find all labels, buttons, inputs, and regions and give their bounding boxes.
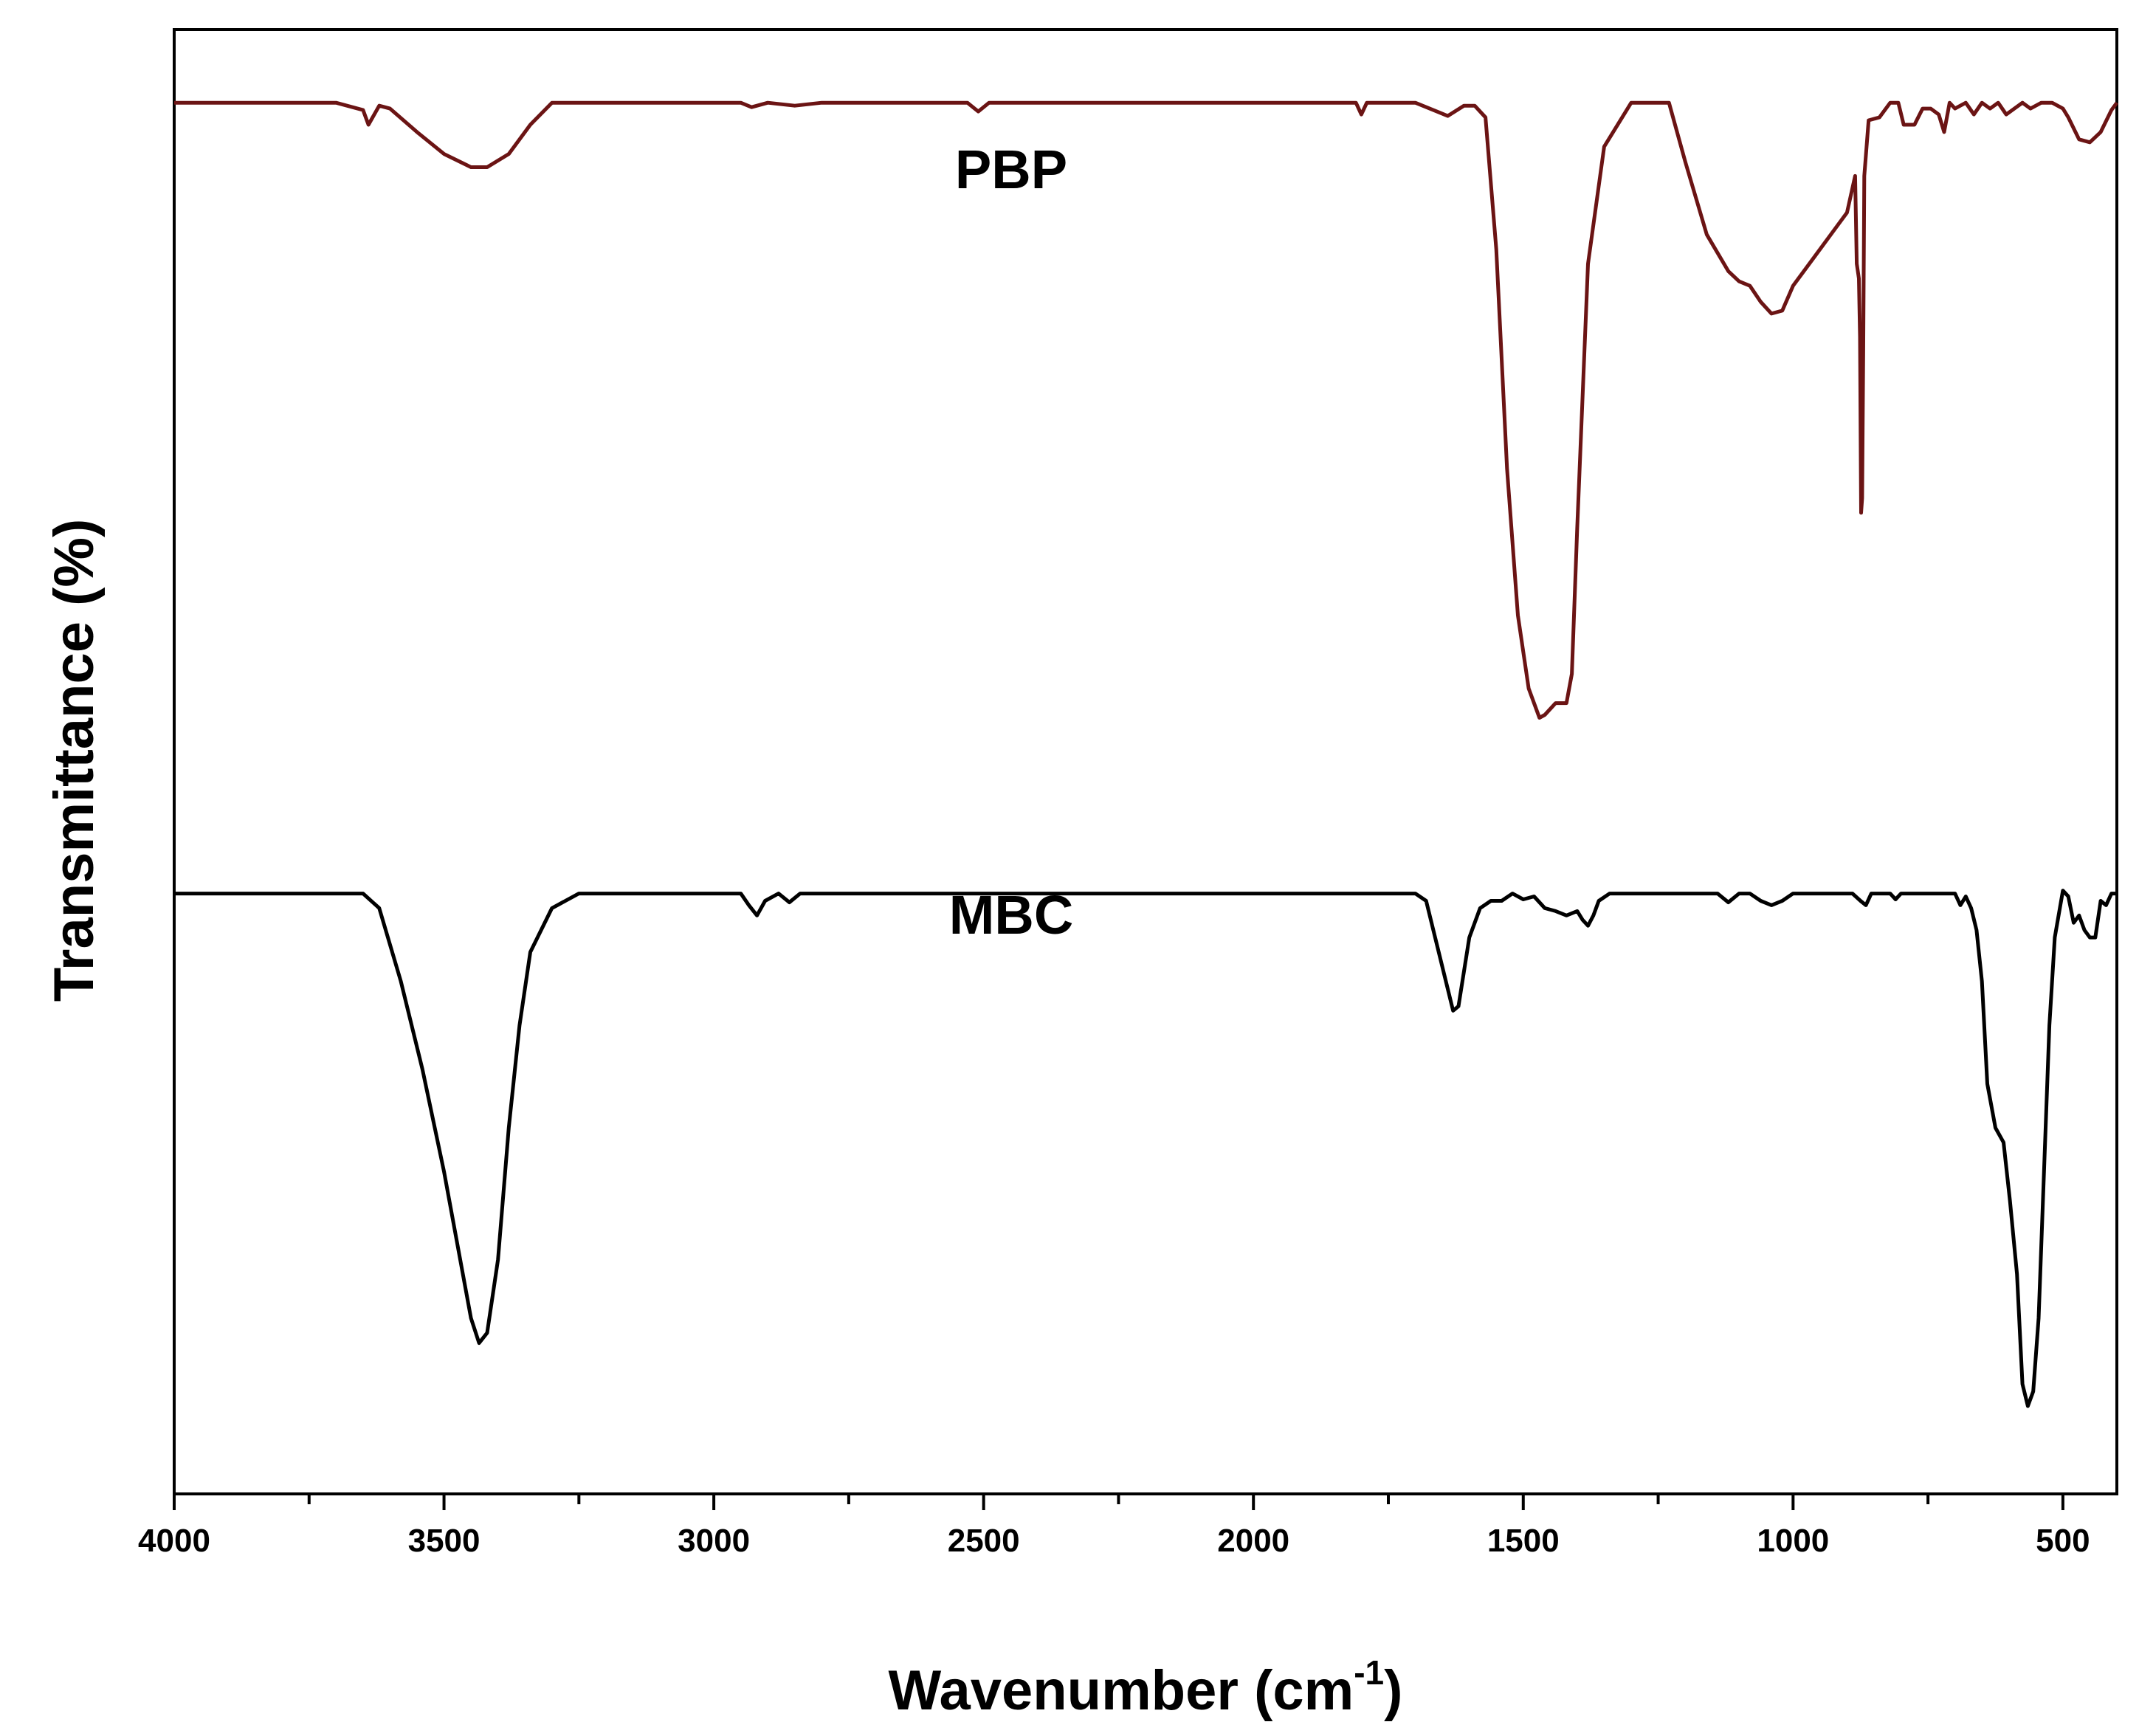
x-axis-tick-labels: 4000 3500 3000 2500 2000 1500 1000 500 [138, 1523, 2090, 1559]
x-axis-ticks [173, 1494, 2064, 1510]
series-line-mbc [174, 889, 2117, 1408]
y-axis-title: Transmittance (%) [43, 519, 106, 1002]
series-label-pbp: PBP [955, 139, 1067, 200]
x-tick-label-2000: 2000 [1217, 1523, 1289, 1559]
x-axis-title-sup: -1 [1354, 1653, 1384, 1692]
x-tick-label-3000: 3000 [678, 1523, 750, 1559]
x-tick-label-1000: 1000 [1757, 1523, 1829, 1559]
x-axis-title-main: Wavenumber (cm [889, 1659, 1354, 1722]
plot-frame [173, 28, 2118, 1495]
x-tick-label-1500: 1500 [1487, 1523, 1560, 1559]
series-label-mbc: MBC [949, 884, 1074, 946]
series-line-pbp [174, 100, 2119, 720]
x-tick-label-4000: 4000 [138, 1523, 210, 1559]
x-axis-title-close: ) [1384, 1659, 1402, 1722]
x-tick-label-500: 500 [2036, 1523, 2090, 1559]
series-lines [174, 100, 2119, 1408]
x-axis-title: Wavenumber (cm-1) [889, 1653, 1403, 1722]
x-tick-label-2500: 2500 [948, 1523, 1020, 1559]
x-tick-label-3500: 3500 [408, 1523, 480, 1559]
